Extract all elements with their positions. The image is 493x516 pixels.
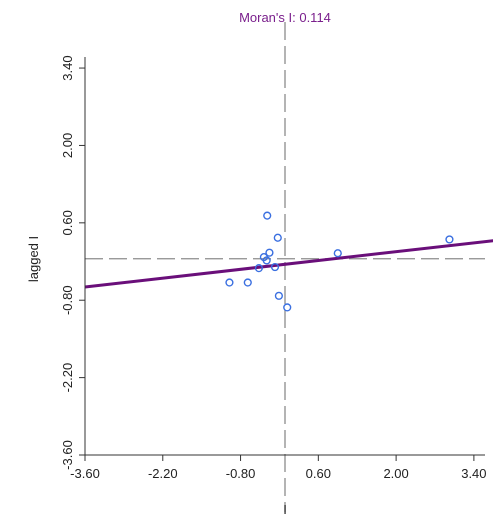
data-point xyxy=(263,211,272,220)
data-point xyxy=(333,249,342,258)
data-point xyxy=(274,291,283,300)
y-tick-label: -3.60 xyxy=(60,440,75,470)
x-tick-label: 0.60 xyxy=(306,466,331,481)
regression-line xyxy=(84,239,493,289)
data-point xyxy=(254,264,263,273)
x-tick-label: -2.20 xyxy=(148,466,178,481)
y-tick-label: -0.80 xyxy=(60,285,75,315)
plot-area xyxy=(84,22,493,512)
axes: -3.60 -2.20 -0.80 0.60 2.00 3.40 -3.60 -2.20 -0… xyxy=(60,55,487,481)
y-tick-label: 2.00 xyxy=(60,133,75,158)
mean-lines xyxy=(85,22,485,512)
data-point xyxy=(262,256,271,265)
data-point xyxy=(270,262,280,272)
y-tick-label: -2.20 xyxy=(60,363,75,393)
data-point xyxy=(243,278,252,287)
y-axis-ticks: -3.60 -2.20 -0.80 0.60 2.00 3.40 xyxy=(60,55,85,470)
data-point xyxy=(283,303,292,312)
x-tick-label: 2.00 xyxy=(383,466,408,481)
data-points xyxy=(225,211,454,312)
data-point xyxy=(225,278,234,287)
y-tick-label: 0.60 xyxy=(60,210,75,235)
y-tick-label: 3.40 xyxy=(60,55,75,80)
x-tick-label: -0.80 xyxy=(226,466,256,481)
x-axis-ticks: -3.60 -2.20 -0.80 0.60 2.00 3.40 xyxy=(70,455,487,481)
data-point xyxy=(265,248,274,257)
y-axis-title: lagged I xyxy=(26,236,41,282)
x-tick-label: -3.60 xyxy=(70,466,100,481)
chart-title: Moran's I: 0.114 xyxy=(239,10,331,25)
data-point xyxy=(273,233,282,242)
x-tick-label: 3.40 xyxy=(461,466,486,481)
x-axis-title: I xyxy=(283,502,287,516)
data-point xyxy=(445,235,454,244)
